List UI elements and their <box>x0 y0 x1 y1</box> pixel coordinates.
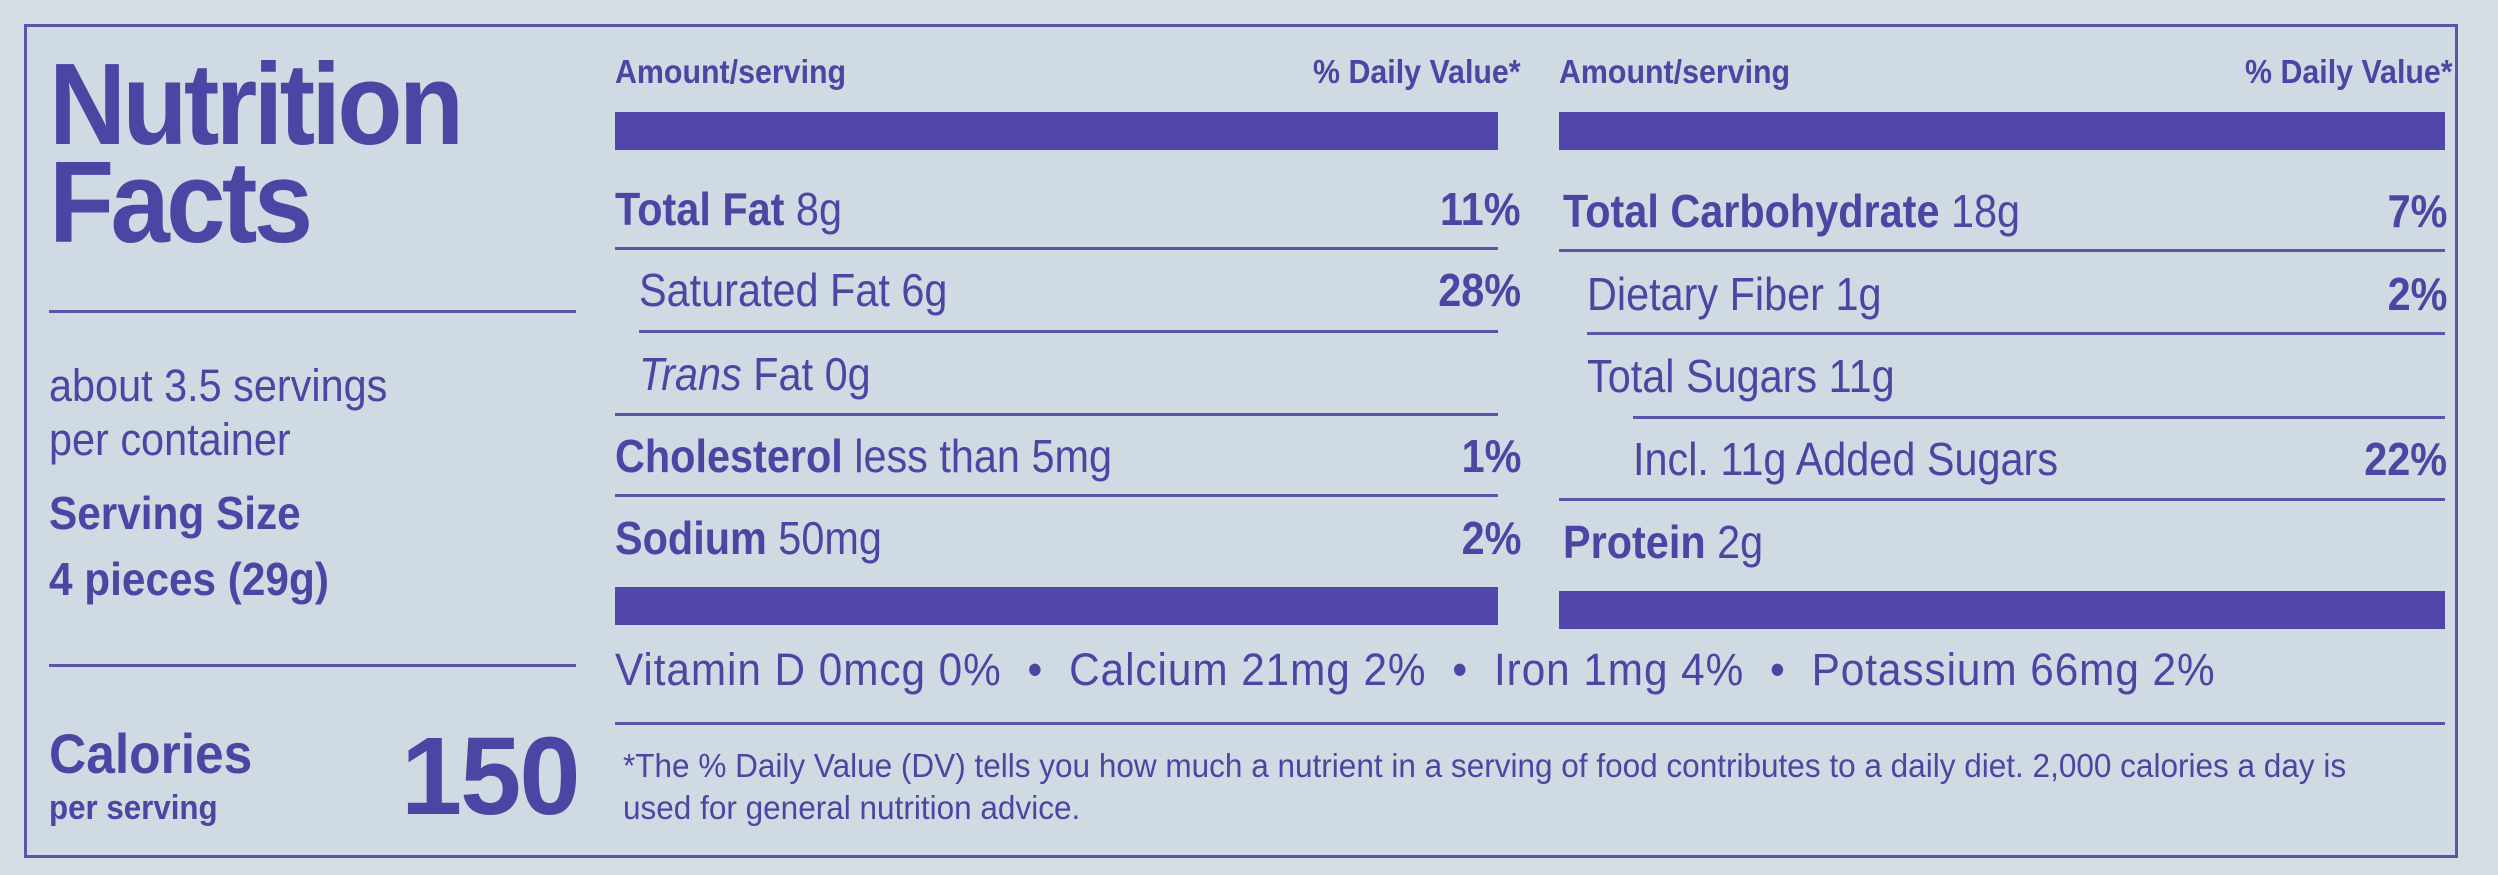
divider <box>1559 249 2445 252</box>
divider <box>615 494 1498 497</box>
total-carbohydrate-dv: 7% <box>2387 185 2447 237</box>
nutrient-name: Saturated Fat <box>639 264 890 316</box>
saturated-fat-dv: 28% <box>1438 264 1521 316</box>
protein-row: Protein 2g <box>1563 515 1763 569</box>
divider <box>49 664 576 667</box>
dietary-fiber-row: Dietary Fiber 1g <box>1587 267 1882 321</box>
calcium: Calcium 21mg 2% <box>1069 644 1427 695</box>
sodium-row: Sodium 50mg <box>615 511 882 565</box>
total-fat-row: Total Fat 8g <box>615 182 842 236</box>
calories-label: Calories <box>49 722 253 785</box>
divider <box>49 310 576 313</box>
divider <box>1633 416 2445 419</box>
total-sugars-row: Total Sugars 11g <box>1587 349 1895 403</box>
header-amount-left: Amount/serving <box>615 53 847 90</box>
nutrient-amount: 50mg <box>766 512 882 564</box>
vitamin-d: Vitamin D 0mcg 0% <box>615 644 1002 695</box>
iron: Iron 1mg 4% <box>1493 644 1745 695</box>
nutrient-name: Sodium <box>615 512 767 564</box>
nutrient-amount: Fat 0g <box>741 348 871 400</box>
bullet-separator: • <box>1027 644 1044 695</box>
nutrient-name: Protein <box>1563 516 1706 568</box>
thick-bar <box>615 587 1498 625</box>
nutrient-name: Incl. 11g Added Sugars <box>1633 433 2059 485</box>
title-facts: Facts <box>49 137 313 267</box>
cholesterol-row: Cholesterol less than 5mg <box>615 429 1112 483</box>
servings-per-container-line1: about 3.5 servings <box>49 360 388 411</box>
nutrient-amount: 8g <box>784 183 842 235</box>
trans-fat-row: Trans Fat 0g <box>639 347 871 401</box>
calories-sublabel: per serving <box>49 789 218 827</box>
footnote: *The % Daily Value (DV) tells you how mu… <box>623 747 2347 826</box>
nutrient-amount: 11g <box>1817 350 1895 402</box>
bullet-separator: • <box>1452 644 1469 695</box>
serving-size-value: 4 pieces (29g) <box>49 553 329 605</box>
nutrient-amount: less than 5mg <box>842 430 1112 482</box>
thick-bar <box>615 112 1498 150</box>
added-sugars-row: Incl. 11g Added Sugars <box>1633 432 2058 486</box>
saturated-fat-row: Saturated Fat 6g <box>639 263 947 317</box>
nutrient-amount: 18g <box>1939 185 2021 237</box>
serving-size-label: Serving Size <box>49 487 301 539</box>
dietary-fiber-dv: 2% <box>2387 268 2447 320</box>
nutrient-name: Total Carbohydrate <box>1563 185 1940 237</box>
nutrient-name: Cholesterol <box>615 430 843 482</box>
divider <box>1559 498 2445 501</box>
divider <box>1587 332 2445 335</box>
thick-bar <box>1559 591 2445 629</box>
nutrient-name: Total Sugars <box>1587 350 1818 402</box>
divider <box>615 722 2445 725</box>
nutrient-name: Trans <box>639 348 742 400</box>
nutrient-name: Total Fat <box>615 183 785 235</box>
added-sugars-dv: 22% <box>2364 433 2447 485</box>
nutrient-name: Dietary Fiber <box>1587 268 1824 320</box>
nutrient-amount: 1g <box>1823 268 1882 320</box>
total-carbohydrate-row: Total Carbohydrate 18g <box>1563 184 2020 238</box>
total-fat-dv: 11% <box>1440 183 1521 235</box>
nutrient-amount: 2g <box>1705 516 1764 568</box>
header-dv-left: % Daily Value* <box>1313 53 1521 90</box>
cholesterol-dv: 1% <box>1461 430 1521 482</box>
nutrition-facts-panel: Nutrition Facts about 3.5 servings per c… <box>24 24 2458 858</box>
nutrient-amount: 6g <box>889 264 948 316</box>
bullet-separator: • <box>1769 644 1786 695</box>
calories-value: 150 <box>401 715 581 838</box>
header-amount-right: Amount/serving <box>1559 53 1791 90</box>
title-nutrition: Nutrition <box>49 39 464 169</box>
divider <box>615 247 1498 250</box>
sodium-dv: 2% <box>1461 512 1521 564</box>
divider <box>639 330 1498 333</box>
thick-bar <box>1559 112 2445 150</box>
header-dv-right: % Daily Value* <box>2245 53 2453 90</box>
potassium: Potassium 66mg 2% <box>1811 644 2216 695</box>
servings-per-container-line2: per container <box>49 414 291 465</box>
vitamins-line: Vitamin D 0mcg 0% • Calcium 21mg 2% • Ir… <box>615 644 2216 696</box>
divider <box>615 413 1498 416</box>
